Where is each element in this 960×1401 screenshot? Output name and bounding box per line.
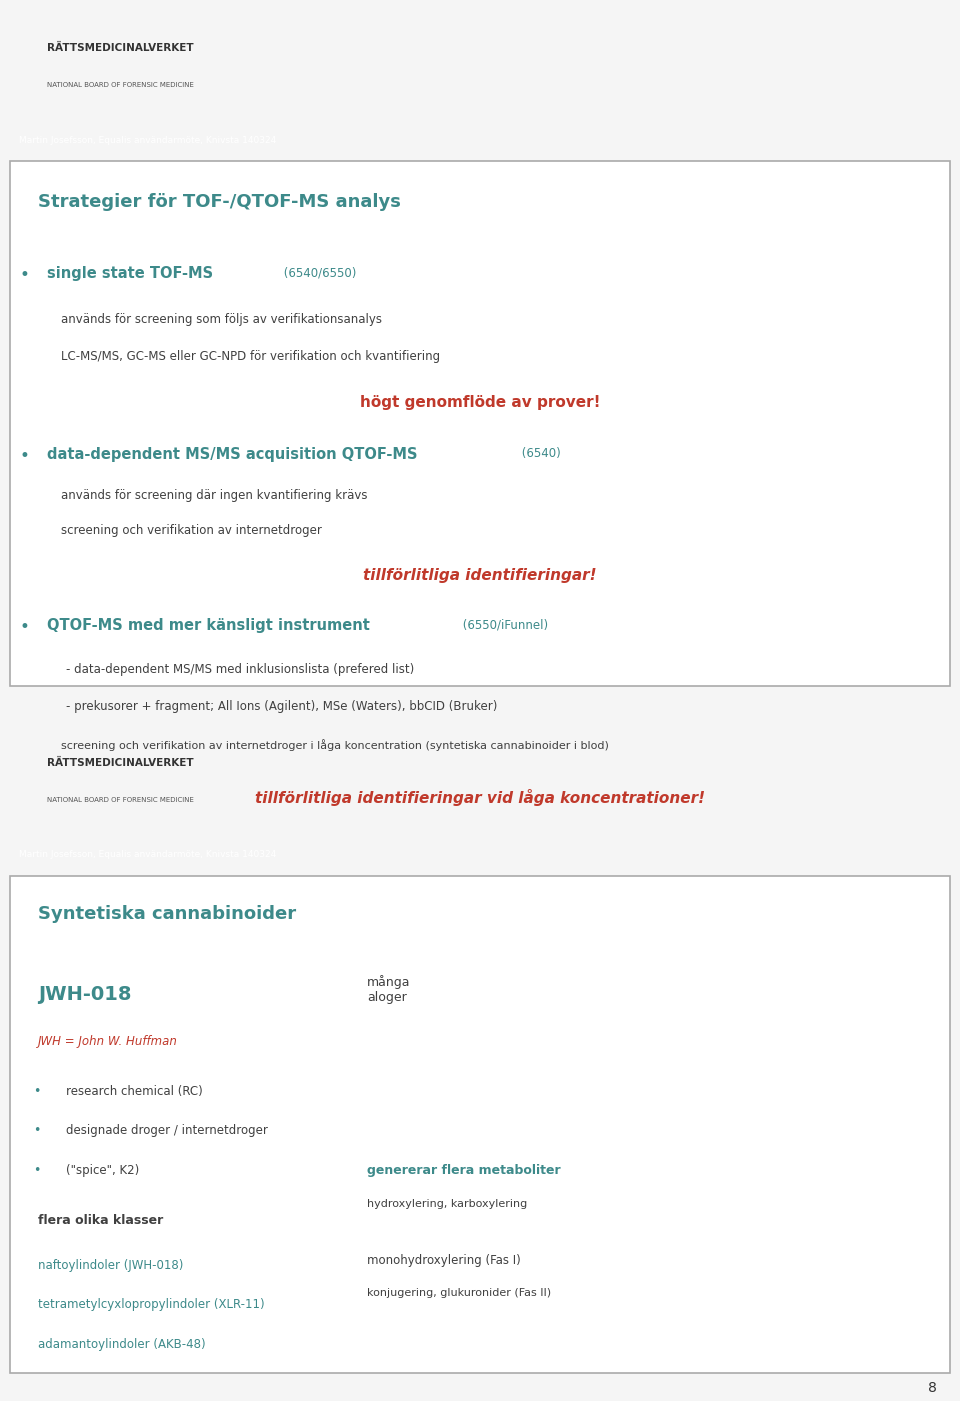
Text: JWH = John W. Huffman: JWH = John W. Huffman [37, 1035, 178, 1048]
Text: monohydroxylering (Fas I): monohydroxylering (Fas I) [367, 1254, 521, 1267]
Text: används för screening där ingen kvantifiering krävs: används för screening där ingen kvantifi… [61, 489, 368, 503]
Text: 8: 8 [928, 1381, 937, 1395]
Text: - prekusorer + fragment; All Ions (Agilent), MSe (Waters), bbCID (Bruker): - prekusorer + fragment; All Ions (Agile… [66, 699, 497, 713]
Text: •: • [33, 1124, 40, 1138]
Text: NATIONAL BOARD OF FORENSIC MEDICINE: NATIONAL BOARD OF FORENSIC MEDICINE [47, 83, 194, 88]
Text: ("spice", K2): ("spice", K2) [66, 1164, 139, 1177]
FancyBboxPatch shape [10, 161, 950, 686]
Text: screening och verifikation av internetdroger: screening och verifikation av internetdr… [61, 524, 323, 537]
Text: LC-MS/MS, GC-MS eller GC-NPD för verifikation och kvantifiering: LC-MS/MS, GC-MS eller GC-NPD för verifik… [61, 350, 441, 363]
Text: tetrametylcyxlopropylindoler (XLR-11): tetrametylcyxlopropylindoler (XLR-11) [37, 1299, 264, 1311]
Text: (6550/iFunnel): (6550/iFunnel) [459, 618, 548, 632]
Text: tillförlitliga identifieringar!: tillförlitliga identifieringar! [363, 569, 597, 583]
Text: Martin Josefsson, Equalis användarmöte, Knivsta 140324: Martin Josefsson, Equalis användarmöte, … [19, 850, 276, 859]
Text: används för screening som följs av verifikationsanalys: används för screening som följs av verif… [61, 314, 382, 326]
Text: (6540): (6540) [517, 447, 561, 461]
Text: (6540/6550): (6540/6550) [279, 266, 356, 279]
Text: Syntetiska cannabinoider: Syntetiska cannabinoider [37, 905, 296, 923]
Text: RÄTTSMEDICINALVERKET: RÄTTSMEDICINALVERKET [47, 43, 194, 53]
Text: - data-dependent MS/MS med inklusionslista (prefered list): - data-dependent MS/MS med inklusionslis… [66, 663, 415, 675]
Text: designade droger / internetdroger: designade droger / internetdroger [66, 1124, 268, 1138]
Text: adamantoylindoler (AKB-48): adamantoylindoler (AKB-48) [37, 1338, 205, 1351]
Text: genererar flera metaboliter: genererar flera metaboliter [367, 1164, 561, 1177]
Text: JWH-018: JWH-018 [37, 985, 132, 1005]
Text: NATIONAL BOARD OF FORENSIC MEDICINE: NATIONAL BOARD OF FORENSIC MEDICINE [47, 797, 194, 803]
Text: RÄTTSMEDICINALVERKET: RÄTTSMEDICINALVERKET [47, 758, 194, 768]
Text: flera olika klasser: flera olika klasser [37, 1213, 163, 1227]
Text: research chemical (RC): research chemical (RC) [66, 1084, 203, 1097]
Text: data-dependent MS/MS acquisition QTOF-MS: data-dependent MS/MS acquisition QTOF-MS [47, 447, 418, 462]
Text: •: • [33, 1084, 40, 1097]
Text: screening och verifikation av internetdroger i låga koncentration (syntetiska ca: screening och verifikation av internetdr… [61, 738, 610, 751]
Text: •: • [19, 266, 29, 284]
Text: Martin Josefsson, Equalis användarmöte, Knivsta 140324: Martin Josefsson, Equalis användarmöte, … [19, 136, 276, 144]
Text: högt genomflöde av prover!: högt genomflöde av prover! [360, 395, 600, 410]
Text: single state TOF-MS: single state TOF-MS [47, 266, 213, 282]
FancyBboxPatch shape [10, 876, 950, 1373]
Text: många
aloger: många aloger [367, 975, 411, 1005]
Text: •: • [19, 447, 29, 465]
Text: hydroxylering, karboxylering: hydroxylering, karboxylering [367, 1199, 527, 1209]
Text: naftoylindoler (JWH-018): naftoylindoler (JWH-018) [37, 1258, 183, 1272]
Text: Strategier för TOF-/QTOF-MS analys: Strategier för TOF-/QTOF-MS analys [37, 193, 400, 210]
Text: tillförlitliga identifieringar vid låga koncentrationer!: tillförlitliga identifieringar vid låga … [255, 789, 705, 806]
Text: konjugering, glukuronider (Fas II): konjugering, glukuronider (Fas II) [367, 1289, 551, 1299]
Text: •: • [33, 1164, 40, 1177]
Text: QTOF-MS med mer känsligt instrument: QTOF-MS med mer känsligt instrument [47, 618, 371, 633]
Text: •: • [19, 618, 29, 636]
